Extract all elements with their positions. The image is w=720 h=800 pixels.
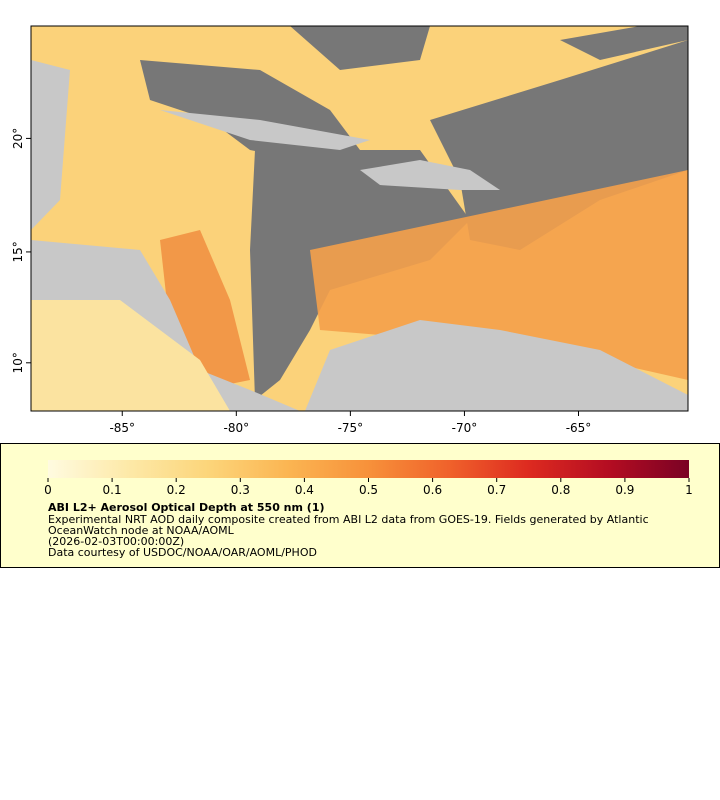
legend-title: ABI L2+ Aerosol Optical Depth at 550 nm … xyxy=(48,501,325,514)
colorbar-tick-label: 0.6 xyxy=(423,483,442,497)
legend-panel: 0 0.1 0.2 0.3 0.4 0.5 0.6 0.7 0.8 0.9 1 ABI L2+ Ae… xyxy=(0,443,720,568)
colorbar-tick-label: 0.4 xyxy=(295,483,314,497)
legend-line: Data courtesy of USDOC/NOAA/OAR/AOML/PHO… xyxy=(48,546,317,559)
colorbar-tick-label: 0.5 xyxy=(359,483,378,497)
legend-line: Experimental NRT AOD daily composite cre… xyxy=(48,513,649,526)
map-frame xyxy=(30,25,689,412)
legend-line: (2026-02-03T00:00:00Z) xyxy=(48,535,185,548)
colorbar: 0 0.1 0.2 0.3 0.4 0.5 0.6 0.7 0.8 0.9 1 xyxy=(44,460,693,497)
colorbar-tick-label: 0.3 xyxy=(231,483,250,497)
map: -85° -80° -75° -70° -65° 10° 15° 20° xyxy=(11,25,689,435)
colorbar-scale xyxy=(48,460,689,478)
colorbar-tick-label: 0 xyxy=(44,483,52,497)
y-tick-label: 15° xyxy=(11,241,25,262)
x-tick-label: -65° xyxy=(566,421,592,435)
x-tick-label: -85° xyxy=(109,421,135,435)
y-tick-label: 20° xyxy=(11,128,25,149)
y-tick-label: 10° xyxy=(11,352,25,373)
colorbar-tick-label: 1 xyxy=(685,483,693,497)
colorbar-tick-label: 0.1 xyxy=(103,483,122,497)
x-tick-label: -80° xyxy=(224,421,250,435)
colorbar-tick-label: 0.8 xyxy=(551,483,570,497)
x-tick-label: -70° xyxy=(452,421,478,435)
map-imagery xyxy=(31,26,688,411)
x-tick-label: -75° xyxy=(338,421,364,435)
colorbar-tick-label: 0.2 xyxy=(167,483,186,497)
legend-line: OceanWatch node at NOAA/AOML xyxy=(48,524,234,537)
colorbar-tick-label: 0.9 xyxy=(615,483,634,497)
colorbar-tick-label: 0.7 xyxy=(487,483,506,497)
